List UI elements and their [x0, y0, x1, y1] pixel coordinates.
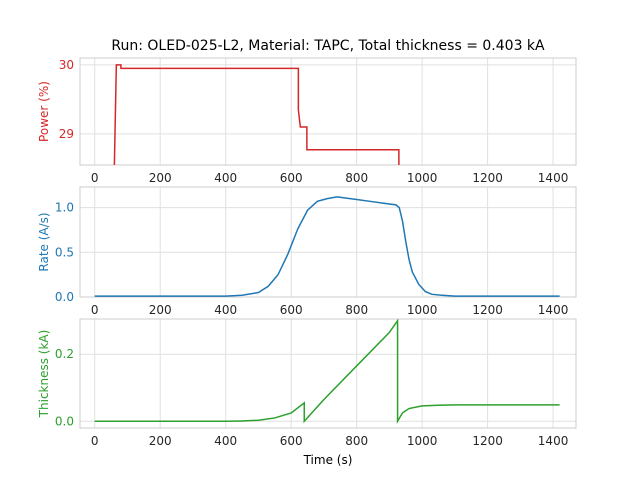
x-tick-label: 1400	[538, 303, 569, 317]
y-axis-label-power: Power (%)	[37, 81, 51, 142]
y-axis-label-rate: Rate (A/s)	[37, 212, 51, 271]
x-tick-label: 400	[214, 434, 237, 448]
x-tick-label: 600	[280, 171, 303, 185]
x-tick-label: 800	[345, 434, 368, 448]
x-tick-label: 1200	[472, 171, 503, 185]
y-tick-label: 1.0	[55, 201, 74, 215]
x-tick-label: 400	[214, 303, 237, 317]
panel-power: 0 200 400 600 800 1000 1200 1400 29 30 Power (%)	[37, 57, 577, 185]
x-tick-label: 200	[149, 303, 172, 317]
x-tick-label: 1400	[538, 171, 569, 185]
x-tick-label: 200	[149, 434, 172, 448]
y-tick-label: 0.0	[55, 414, 74, 428]
panel-thickness: 0 200 400 600 800 1000 1200 1400 0.0 0.2 Thickness…	[37, 318, 577, 448]
y-axis-label-thickness: Thickness (kA)	[37, 330, 51, 419]
y-tick-label: 29	[59, 127, 74, 141]
x-tick-label: 1400	[538, 434, 569, 448]
x-tick-label: 200	[149, 171, 172, 185]
panel-rate: 0 200 400 600 800 1000 1200 1400 0.0 0.5 1.0 Rate (…	[37, 186, 577, 317]
x-tick-label: 0	[91, 303, 99, 317]
x-axis-label: Time (s)	[303, 453, 353, 467]
x-tick-label: 800	[345, 303, 368, 317]
series-line-rate	[94, 196, 560, 297]
x-tick-label: 400	[214, 171, 237, 185]
x-tick-label: 1000	[407, 434, 438, 448]
chart-title: Run: OLED-025-L2, Material: TAPC, Total …	[111, 38, 545, 54]
x-tick-label: 1000	[407, 171, 438, 185]
axes-frame	[79, 318, 577, 429]
x-tick-label: 0	[91, 171, 99, 185]
x-tick-label: 1000	[407, 303, 438, 317]
x-tick-label: 1200	[472, 303, 503, 317]
y-tick-label: 30	[59, 58, 74, 72]
x-tick-label: 1200	[472, 434, 503, 448]
series-line-power	[113, 64, 400, 165]
x-tick-label: 800	[345, 171, 368, 185]
series-line-thickness	[94, 319, 560, 425]
y-tick-label: 0.2	[55, 347, 74, 361]
x-tick-label: 600	[280, 303, 303, 317]
x-tick-label: 0	[91, 434, 99, 448]
y-tick-label: 0.5	[55, 245, 74, 259]
y-tick-label: 0.0	[55, 290, 74, 304]
x-tick-label: 600	[280, 434, 303, 448]
axes-frame	[79, 186, 577, 298]
axes-frame	[79, 57, 577, 166]
